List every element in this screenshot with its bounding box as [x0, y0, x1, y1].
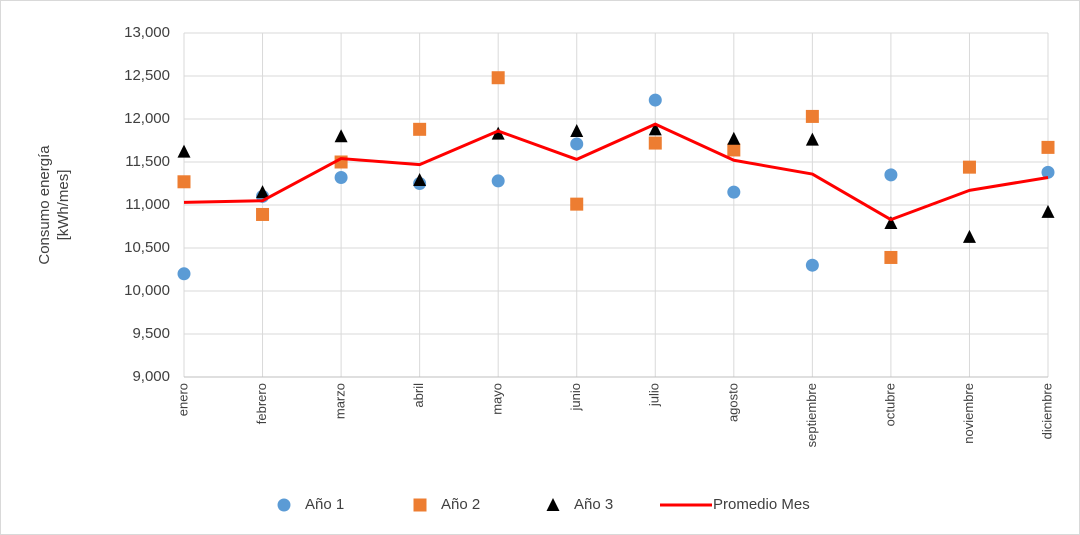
average-line [183, 122, 1049, 222]
data-point [884, 168, 898, 182]
data-point [334, 170, 348, 184]
y-axis-label: [kWh/mes] [55, 170, 72, 241]
legend-label: Año 2 [441, 496, 480, 513]
x-tick-label: diciembre [1039, 383, 1054, 439]
y-tick-label: 10,000 [124, 282, 170, 299]
y-tick-label: 11,000 [125, 196, 170, 213]
data-point [648, 136, 662, 150]
data-point [805, 109, 819, 123]
data-point [177, 175, 191, 189]
x-tick-label: julio [647, 383, 662, 407]
x-tick-label: marzo [333, 383, 348, 419]
y-tick-label: 10,500 [124, 239, 170, 256]
data-point [491, 174, 505, 188]
x-tick-label: agosto [725, 383, 740, 422]
data-point [1041, 165, 1055, 179]
data-point [491, 126, 505, 140]
x-tick-label: febrero [254, 383, 269, 424]
legend-label: Promedio Mes [713, 496, 810, 513]
data-point [1041, 204, 1055, 218]
data-point [256, 207, 270, 221]
legend-swatch [546, 498, 560, 511]
data-point [177, 267, 191, 281]
data-point [727, 143, 741, 157]
data-point [570, 124, 584, 138]
data-point [570, 137, 584, 151]
y-tick-label: 13,000 [124, 24, 170, 41]
legend-label: Año 1 [305, 496, 344, 513]
x-tick-label: enero [175, 383, 190, 416]
data-point [648, 93, 662, 107]
data-point [177, 144, 191, 158]
data-point [962, 160, 976, 174]
data-point [334, 129, 348, 143]
data-point [727, 131, 741, 145]
legend-swatch [277, 498, 291, 512]
data-point [884, 216, 898, 230]
x-tick-label: abril [411, 383, 426, 408]
x-tick-label: mayo [490, 383, 505, 415]
y-axis-label: Consumo energía [36, 145, 53, 265]
legend-label: Año 3 [574, 496, 613, 513]
data-point [256, 185, 270, 199]
x-tick-label: octubre [882, 383, 897, 426]
y-tick-label: 9,000 [132, 368, 170, 385]
y-tick-label: 12,500 [124, 67, 170, 84]
y-tick-label: 12,000 [124, 110, 170, 127]
data-point [727, 185, 741, 199]
data-point [884, 250, 898, 264]
data-point [962, 229, 976, 243]
data-point [805, 258, 819, 272]
data-point [413, 173, 427, 187]
data-point [413, 122, 427, 136]
data-point [570, 197, 584, 211]
data-point [1041, 140, 1055, 154]
x-tick-label: noviembre [961, 383, 976, 444]
legend-swatch [413, 498, 427, 512]
data-point [805, 132, 819, 146]
x-tick-label: septiembre [804, 383, 819, 447]
data-point [491, 71, 505, 85]
data-point [648, 122, 662, 136]
x-tick-label: junio [568, 383, 583, 411]
y-tick-label: 11,500 [125, 153, 170, 170]
y-tick-label: 9,500 [132, 325, 170, 342]
